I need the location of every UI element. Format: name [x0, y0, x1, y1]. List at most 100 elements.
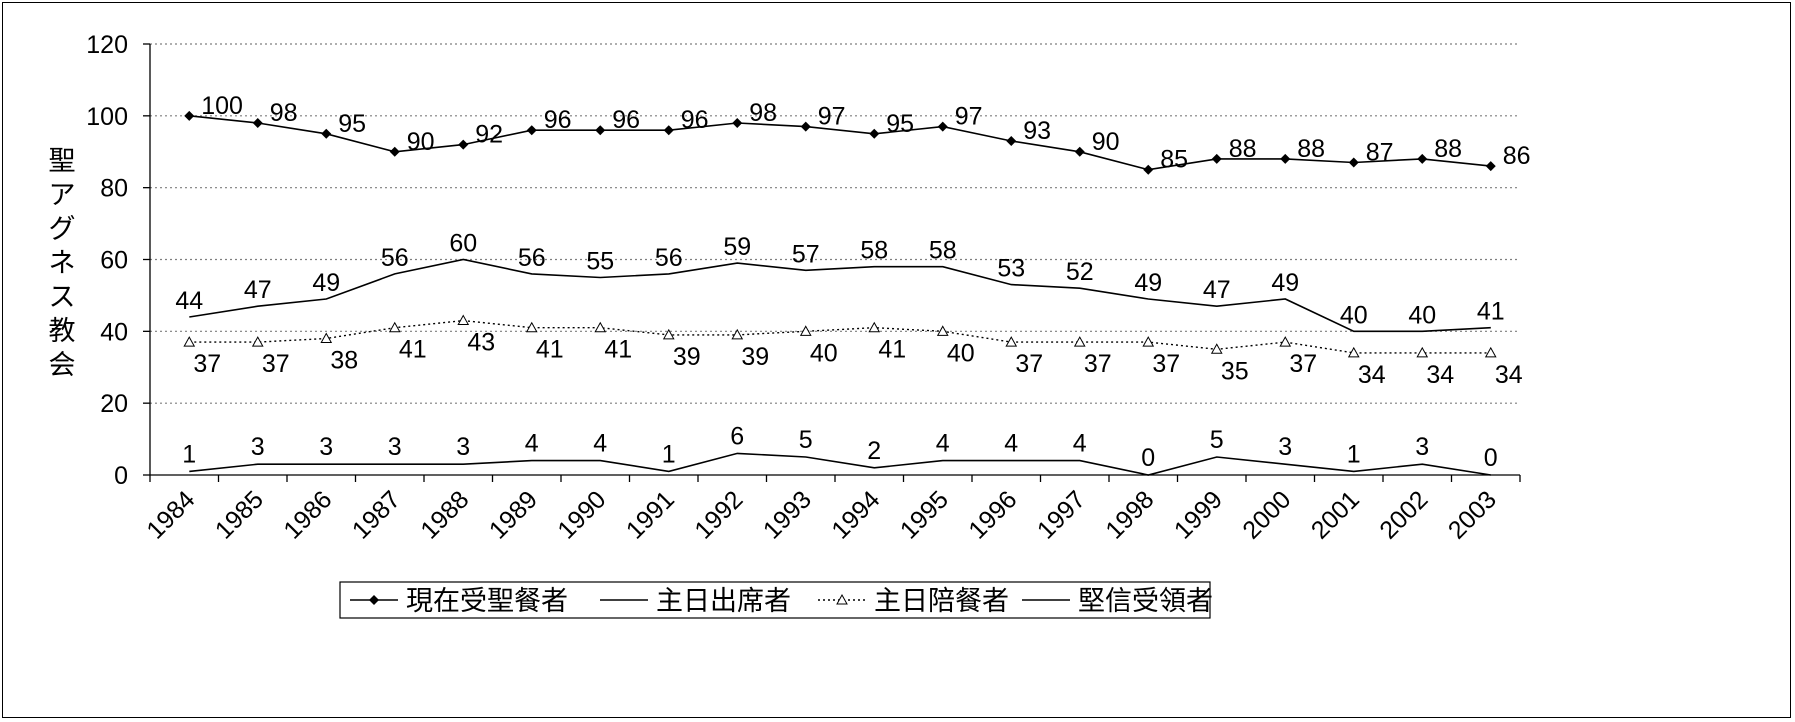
y-axis-title-char: ネ [49, 248, 76, 279]
data-label: 3 [388, 433, 402, 461]
x-tick-label: 1986 [278, 485, 337, 544]
data-point-diamond [1143, 164, 1154, 175]
data-label: 40 [1408, 301, 1436, 329]
data-label: 3 [1415, 433, 1429, 461]
data-point-triangle [594, 321, 607, 333]
x-tick-label: 1997 [1032, 485, 1091, 544]
data-label: 0 [1484, 444, 1498, 472]
data-label: 1 [182, 440, 196, 468]
x-tick-label: 1984 [141, 485, 200, 544]
data-point-triangle [183, 336, 196, 347]
x-tick-label: 1987 [347, 485, 406, 544]
series-line-0 [189, 115, 1491, 171]
data-label: 58 [929, 237, 957, 265]
data-point-diamond [732, 118, 743, 129]
data-point-triangle [525, 321, 538, 333]
data-label: 47 [1203, 276, 1231, 304]
data-label: 3 [456, 433, 470, 461]
data-label: 4 [593, 430, 607, 458]
x-tick-label: 2003 [1443, 485, 1502, 544]
data-label: 39 [741, 343, 769, 371]
data-point-diamond [937, 121, 948, 132]
y-tick-label: 80 [100, 175, 128, 203]
data-label: 40 [810, 339, 838, 367]
data-label: 34 [1426, 361, 1454, 389]
data-label: 87 [1366, 139, 1394, 167]
data-point-triangle [868, 321, 881, 333]
x-tick-labels: 1984 1985 1986 1987 1988 1989 1990 1991 1992 1993… [141, 485, 1502, 544]
x-tick-label: 1985 [210, 485, 269, 544]
data-point-diamond [458, 139, 469, 150]
data-label: 95 [338, 110, 366, 138]
y-axis-title-char: 聖 [49, 146, 76, 177]
data-label: 96 [681, 106, 709, 134]
data-label: 41 [399, 336, 427, 364]
x-tick-label: 2002 [1374, 485, 1433, 544]
data-label: 4 [1004, 430, 1018, 458]
y-axis-title-char: 教 [49, 316, 76, 347]
data-label: 100 [201, 92, 243, 120]
data-label: 37 [1084, 350, 1112, 378]
legend-marker-triangle [836, 593, 848, 605]
data-label: 88 [1434, 135, 1462, 163]
data-point-diamond [1348, 157, 1359, 168]
data-label: 40 [1340, 301, 1368, 329]
x-tick-label: 1994 [826, 485, 885, 544]
data-label: 47 [244, 276, 272, 304]
data-point-diamond [321, 128, 332, 139]
x-tick-label: 1991 [621, 485, 680, 544]
x-tick-label: 1993 [758, 485, 817, 544]
data-label: 34 [1358, 361, 1386, 389]
data-label: 92 [475, 121, 503, 149]
y-axis-title: 聖アグネス教会 [49, 146, 76, 381]
data-point-triangle [251, 336, 264, 347]
data-point-diamond [252, 118, 263, 129]
data-point-triangle [1279, 336, 1292, 347]
data-point-diamond [184, 110, 195, 121]
data-label: 59 [723, 233, 751, 261]
data-label: 86 [1503, 142, 1531, 170]
data-point-triangle [662, 328, 675, 340]
data-point-triangle [1005, 336, 1018, 347]
data-label: 5 [799, 426, 813, 454]
data-label: 88 [1297, 135, 1325, 163]
x-tick-label: 1988 [415, 485, 474, 544]
data-point-triangle [1142, 336, 1155, 347]
data-label: 85 [1160, 146, 1188, 174]
data-point-triangle [731, 328, 744, 340]
series-line-3 [189, 452, 1491, 476]
y-axis-title-char: 会 [49, 350, 76, 381]
data-point-diamond [869, 128, 880, 139]
data-point-diamond [595, 125, 606, 136]
data-point-triangle [320, 332, 333, 344]
data-label: 41 [604, 336, 632, 364]
data-label: 56 [655, 244, 683, 272]
data-point-triangle [799, 325, 812, 336]
data-point-diamond [1211, 153, 1222, 164]
x-tick-label: 1992 [689, 485, 748, 544]
x-tick-label: 1996 [963, 485, 1022, 544]
data-label: 41 [536, 336, 564, 364]
axes [143, 43, 1521, 482]
data-point-triangle [1073, 336, 1086, 347]
y-axis-title-char: ス [49, 282, 76, 313]
y-tick-label: 100 [86, 103, 128, 131]
data-point-diamond [800, 121, 811, 132]
data-label: 55 [586, 247, 614, 275]
data-point-triangle [1210, 343, 1223, 354]
x-tick-label: 1999 [1169, 485, 1228, 544]
y-tick-label: 120 [86, 31, 128, 59]
data-point-diamond [1417, 153, 1428, 164]
data-label: 4 [1073, 430, 1087, 458]
y-axis-title-char: グ [49, 214, 76, 245]
data-label: 90 [407, 128, 435, 156]
data-label: 37 [1289, 350, 1317, 378]
data-label: 88 [1229, 135, 1257, 163]
data-label: 35 [1221, 357, 1249, 385]
legend-marker-diamond [369, 595, 379, 605]
data-label: 44 [175, 287, 203, 315]
data-label: 5 [1210, 426, 1224, 454]
data-label: 60 [449, 230, 477, 258]
